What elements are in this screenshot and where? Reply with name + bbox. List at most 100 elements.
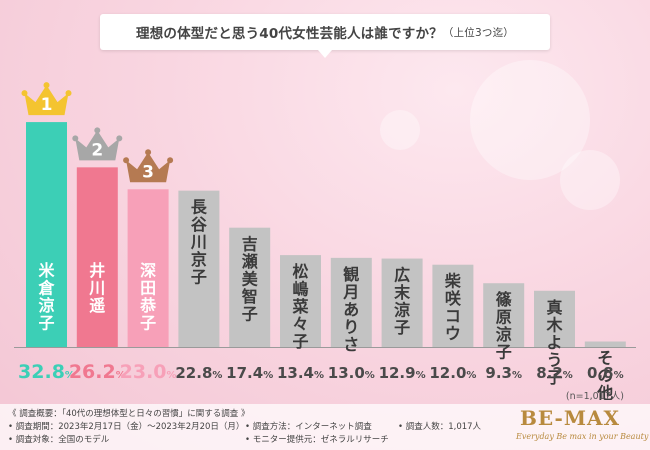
value-label: 23.0%	[120, 361, 177, 383]
rank-number: 3	[142, 162, 154, 182]
chart-title-sub: （上位3つ迄）	[442, 26, 514, 39]
category-label-char: の	[597, 366, 613, 385]
category-label-char: コ	[445, 307, 461, 326]
category-label-char: 子	[38, 314, 54, 333]
category-label-char: 川	[88, 279, 105, 298]
category-label-char: 恭	[139, 296, 157, 315]
be-max-logo: BE-MAX	[520, 406, 620, 430]
category-label-char: 木	[545, 315, 563, 334]
category-label-char: 倉	[37, 279, 55, 298]
category-label-char: そ	[597, 349, 613, 368]
crown-jewel	[123, 157, 130, 164]
survey-period: • 調査期間：2023年2月17日（金）〜2023年2月20日（月）	[8, 422, 245, 432]
category-label-char: 菜	[291, 297, 308, 316]
crown-jewel	[43, 82, 50, 89]
category-label-char: 子	[140, 314, 156, 333]
category-label-char: う	[546, 350, 562, 369]
sample-size-note: (n=1,017人)	[565, 391, 624, 402]
value-label: 9.3%	[485, 364, 522, 382]
crown-jewel	[72, 135, 79, 142]
crown-jewel	[116, 135, 123, 142]
value-label: 12.9%	[379, 364, 426, 382]
bar	[127, 189, 169, 347]
crown-jewel	[167, 157, 174, 164]
category-label-char: 遥	[89, 296, 105, 315]
category-label-char: 京	[191, 250, 207, 269]
crown-body	[126, 152, 171, 183]
crown-body	[24, 85, 69, 116]
bokeh-decoration	[380, 110, 420, 150]
category-label-char: 美	[242, 270, 259, 289]
category-label-char: 咲	[445, 289, 462, 308]
category-label-char: 子	[394, 318, 410, 337]
bokeh-decoration	[470, 60, 590, 180]
category-label-char: 瀬	[242, 252, 258, 271]
category-label-char: 真	[546, 298, 562, 317]
category-label-char: ウ	[445, 324, 461, 343]
category-label-char: 観	[343, 265, 359, 284]
category-label-char: 子	[496, 343, 512, 362]
category-label-char: 井	[89, 261, 105, 280]
category-label-char: り	[343, 317, 359, 336]
category-label-char: 柴	[444, 272, 462, 291]
value-label: 13.0%	[328, 364, 375, 382]
category-label-char: 月	[342, 282, 359, 301]
rank-number: 1	[41, 95, 53, 115]
crown-jewel	[145, 149, 152, 156]
bar	[26, 122, 67, 347]
category-label-char: 智	[242, 287, 258, 306]
value-label: 0.8%	[587, 364, 624, 382]
be-max-tagline: Everyday Be max in your Beauty	[516, 432, 649, 441]
chart-title-main: 理想の体型だと思う40代女性芸能人は誰ですか？	[136, 26, 443, 42]
category-label-char: 吉	[242, 235, 258, 254]
category-label-char: あ	[343, 300, 359, 319]
value-label: 17.4%	[226, 364, 273, 382]
crown-body	[75, 130, 120, 161]
bar	[381, 258, 423, 347]
category-label-char: 米	[38, 261, 55, 280]
bar	[76, 167, 118, 347]
survey-provider: • モニター提供元：ゼネラルリサーチ	[245, 435, 389, 445]
survey-target: • 調査対象：全国のモデル	[8, 435, 110, 445]
crown-jewel	[21, 90, 28, 97]
category-label-char: よ	[546, 333, 562, 352]
value-label: 22.8%	[175, 364, 222, 382]
bar-chart: 米倉涼子32.8%1井川遥26.2%2深田恭子23.0%3長谷川京子22.8%吉…	[14, 82, 636, 400]
crown-jewel	[65, 90, 72, 97]
title-pointer	[318, 50, 332, 58]
category-label-char: 他	[596, 384, 613, 400]
category-label-char: 長	[191, 198, 208, 217]
survey-title: 《 調査概要：「40代の理想体型と日々の習慣」に関する調査 》	[8, 409, 250, 419]
category-label-char: さ	[343, 335, 359, 354]
crown-icon: 1	[21, 82, 72, 116]
category-label-char: 田	[140, 279, 156, 298]
category-label-char: 谷	[191, 215, 208, 234]
bokeh-decoration	[560, 150, 620, 210]
bar	[584, 341, 626, 347]
category-label-char: 末	[394, 283, 411, 302]
crown-icon: 2	[72, 127, 123, 161]
rank-number: 2	[91, 140, 103, 160]
category-label-char: 篠	[496, 290, 512, 309]
category-label-char: 涼	[38, 296, 54, 315]
crown-jewel	[94, 127, 101, 134]
category-label-char: 嶋	[292, 280, 308, 299]
bar	[330, 257, 372, 347]
footer	[0, 404, 650, 450]
category-label-char: 松	[292, 262, 308, 281]
category-label-char: 原	[496, 308, 512, 327]
category-label-char: 深	[140, 261, 156, 280]
crown-icon: 3	[123, 149, 174, 183]
value-label: 12.0%	[429, 364, 476, 382]
category-label-char: 子	[242, 305, 258, 324]
bar	[178, 190, 220, 347]
survey-method: • 調査方法：インターネット調査	[245, 422, 372, 432]
bar	[229, 227, 271, 347]
value-label: 8.2%	[536, 364, 573, 382]
category-label-char: 子	[191, 268, 207, 287]
bar	[280, 255, 321, 347]
category-label-char: 川	[190, 233, 207, 252]
bar	[483, 283, 525, 347]
category-label-char: 子	[546, 368, 562, 387]
bar	[534, 290, 575, 347]
